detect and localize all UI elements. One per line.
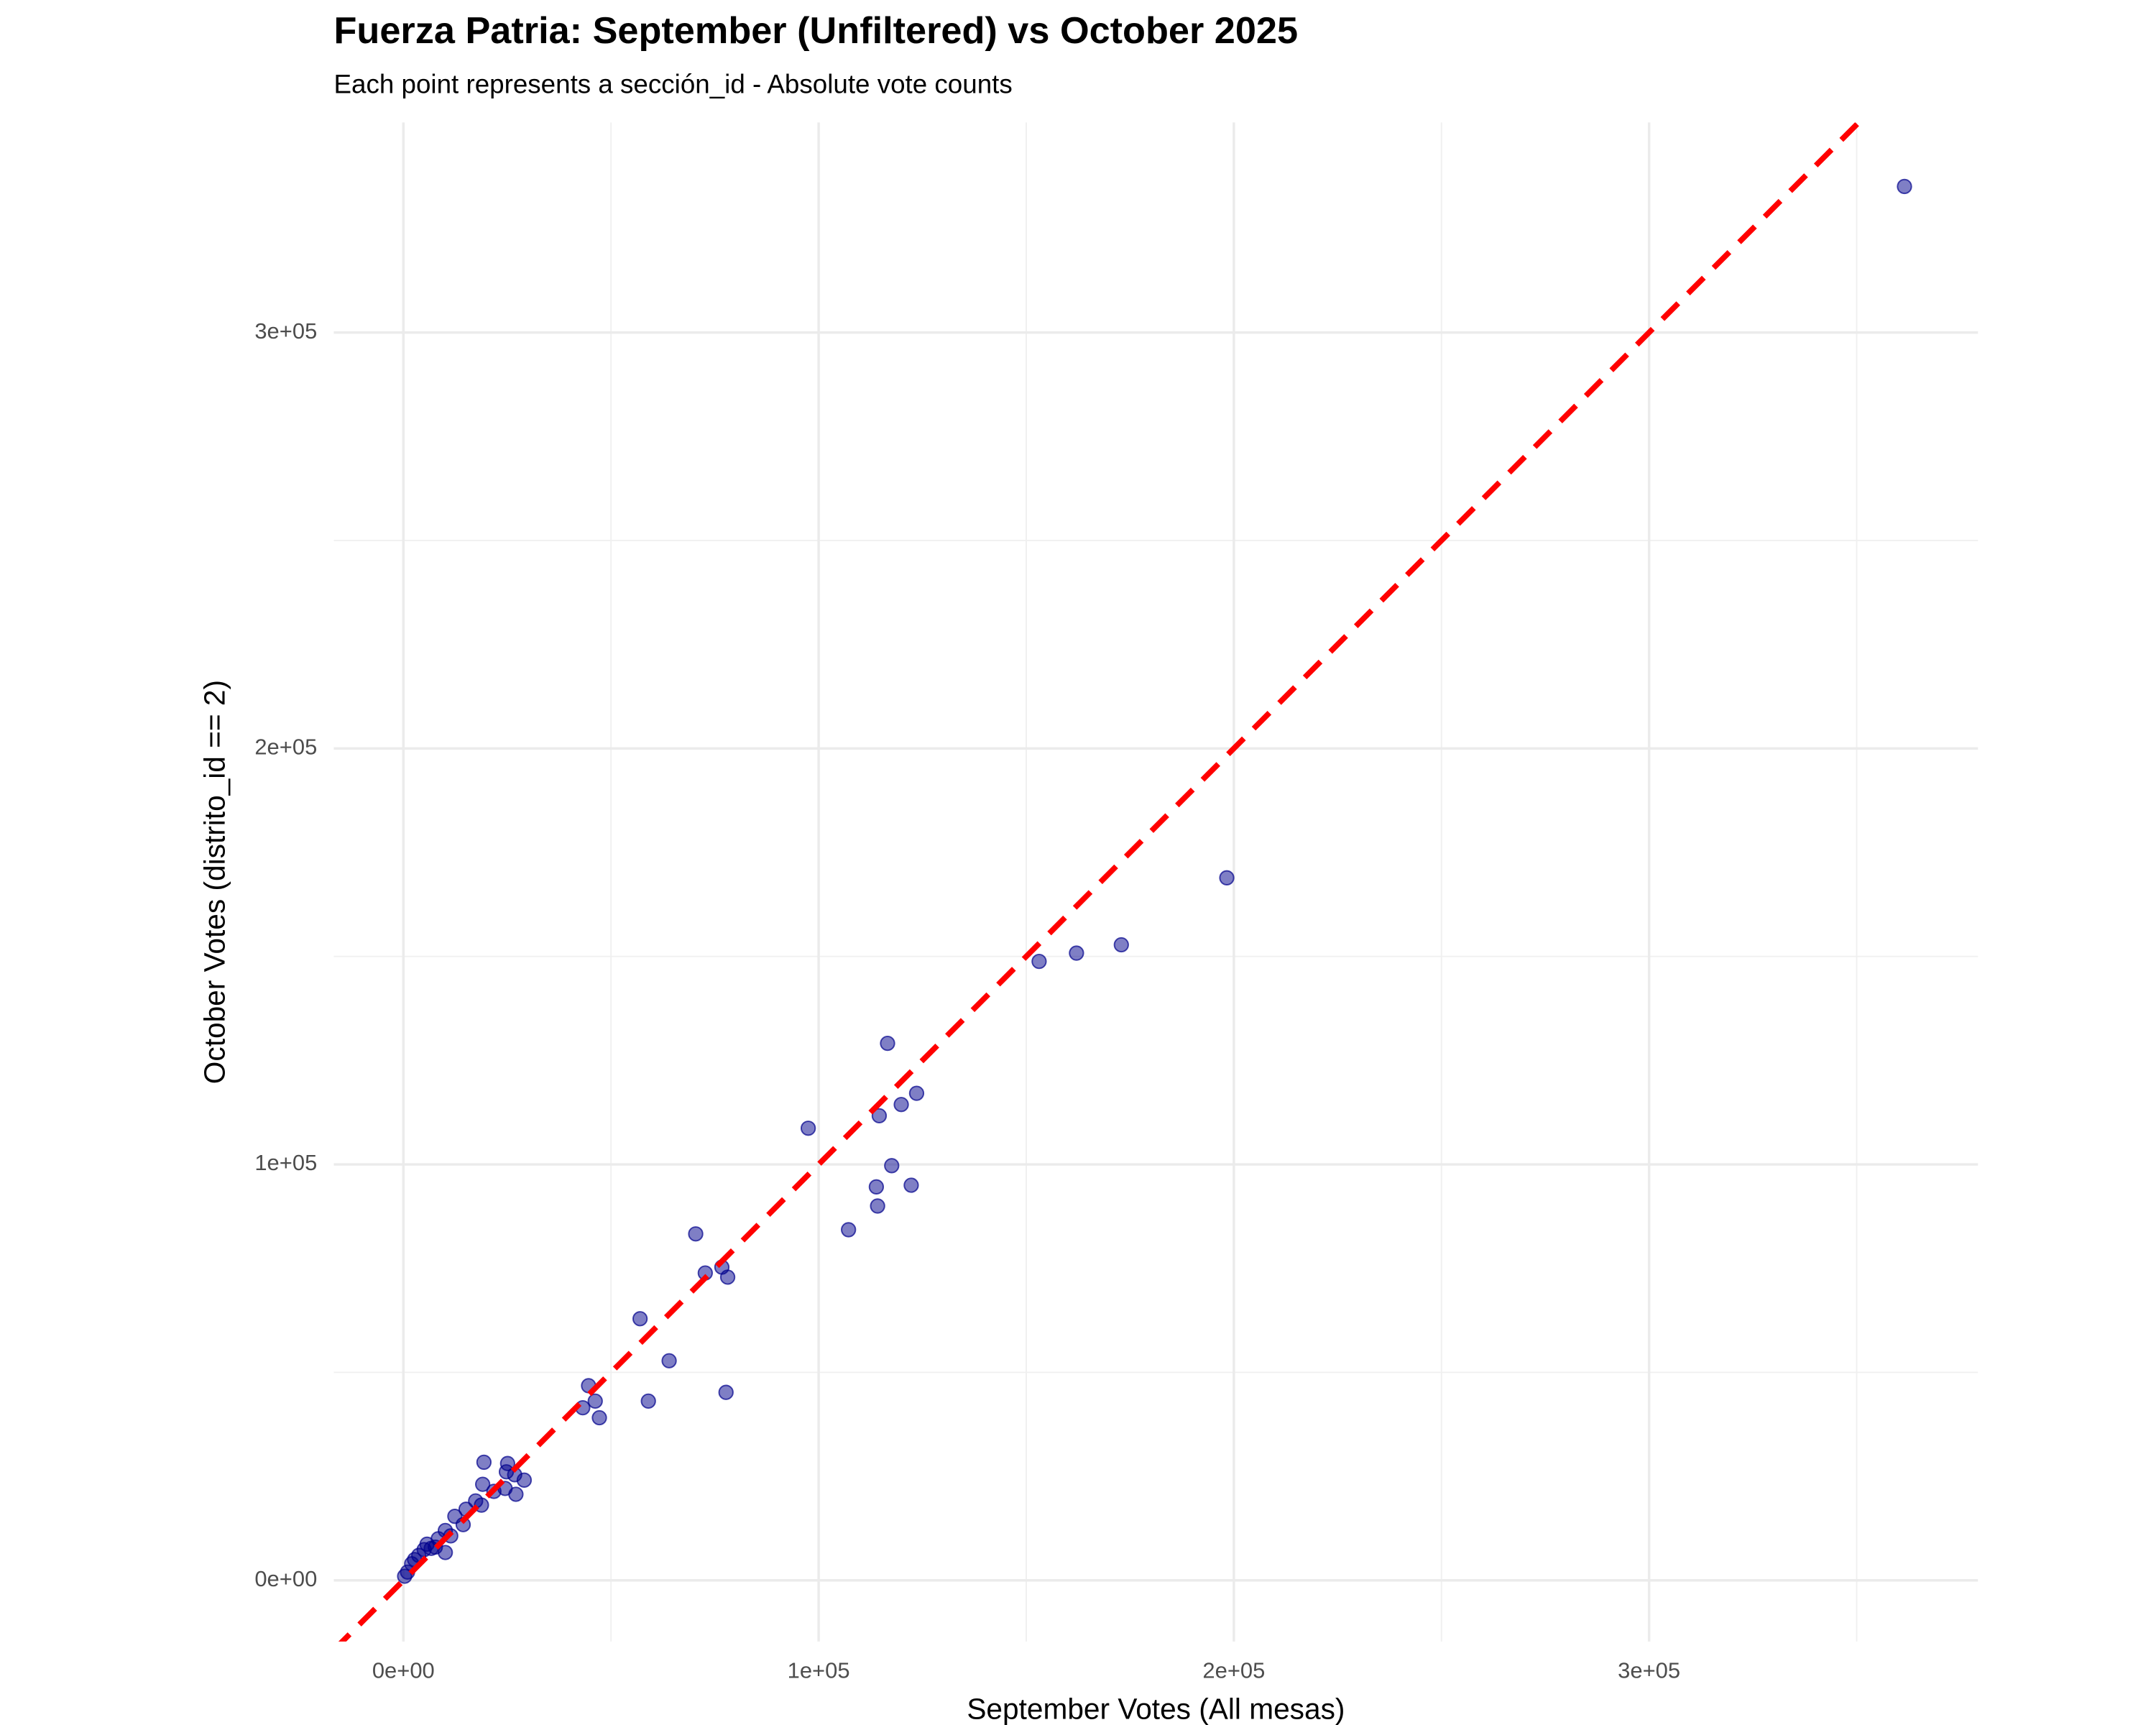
point bbox=[632, 1311, 648, 1327]
point bbox=[868, 1179, 885, 1195]
point bbox=[880, 1036, 895, 1052]
point bbox=[1069, 945, 1084, 961]
point bbox=[1219, 870, 1235, 886]
point bbox=[908, 1085, 925, 1101]
plot-area bbox=[338, 122, 1912, 1642]
x-tick-label: 1e+05 bbox=[788, 1658, 850, 1683]
reference-line bbox=[338, 122, 1863, 1642]
point bbox=[688, 1226, 704, 1242]
point bbox=[893, 1097, 909, 1113]
y-axis-label: October Votes (distrito_id == 2) bbox=[198, 680, 231, 1084]
point bbox=[800, 1121, 816, 1136]
point bbox=[719, 1269, 736, 1285]
point bbox=[516, 1472, 533, 1488]
chart-title: Fuerza Patria: September (Unfiltered) vs… bbox=[334, 10, 1299, 52]
point bbox=[508, 1486, 524, 1502]
point bbox=[870, 1198, 885, 1214]
point bbox=[587, 1393, 603, 1409]
point bbox=[871, 1108, 888, 1123]
grid bbox=[333, 122, 1978, 1642]
x-tick-label: 0e+00 bbox=[372, 1658, 435, 1683]
point bbox=[1031, 953, 1047, 970]
chart-subtitle: Each point represents a sección_id - Abs… bbox=[334, 70, 1013, 99]
point bbox=[397, 1568, 413, 1584]
y-tick-label: 3e+05 bbox=[254, 318, 317, 344]
point bbox=[884, 1158, 900, 1174]
x-axis-label: September Votes (All mesas) bbox=[967, 1692, 1345, 1725]
x-tick-label: 3e+05 bbox=[1618, 1658, 1680, 1683]
point bbox=[718, 1384, 734, 1400]
point bbox=[423, 1540, 439, 1556]
point bbox=[1113, 937, 1129, 953]
y-tick-label: 2e+05 bbox=[254, 734, 317, 759]
point bbox=[476, 1454, 492, 1471]
point bbox=[903, 1177, 919, 1193]
point bbox=[661, 1353, 677, 1368]
point bbox=[475, 1476, 491, 1492]
point bbox=[640, 1393, 656, 1409]
x-tick-label: 2e+05 bbox=[1202, 1658, 1265, 1683]
point bbox=[1897, 178, 1912, 195]
point bbox=[591, 1409, 607, 1426]
point bbox=[841, 1222, 857, 1238]
y-tick-label: 1e+05 bbox=[254, 1150, 317, 1175]
y-tick-label: 0e+00 bbox=[254, 1566, 317, 1591]
